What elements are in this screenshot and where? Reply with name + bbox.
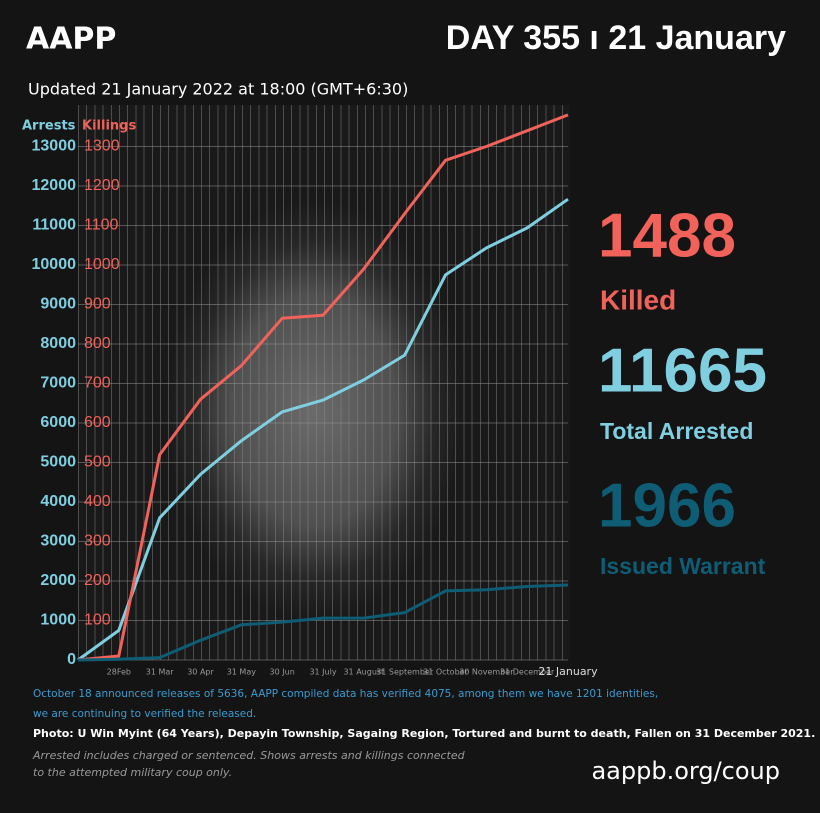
disclaimer: to the attempted military coup only. bbox=[33, 766, 232, 779]
y-tick-label: 12000 bbox=[32, 177, 77, 194]
x-tick-label: 21 January bbox=[538, 665, 598, 678]
x-tick-label: 30 Jun bbox=[270, 668, 295, 677]
x-tick-label: 31 September bbox=[376, 668, 434, 677]
line-series bbox=[77, 583, 569, 662]
y2-tick-label: 600 bbox=[84, 414, 111, 431]
y-tick-label: 13000 bbox=[32, 138, 77, 155]
note: we are continuing to verified the releas… bbox=[33, 708, 256, 720]
y-tick-label: 2000 bbox=[40, 572, 76, 589]
line-series bbox=[77, 197, 569, 662]
day-title: DAY 355 ı 21 January bbox=[446, 19, 786, 57]
y-tick-label: 6000 bbox=[40, 414, 76, 431]
x-tick-label: 31 May bbox=[227, 668, 257, 677]
y-tick-label: 4000 bbox=[40, 493, 76, 510]
y-tick-label: 11000 bbox=[32, 217, 76, 234]
x-tick-label: 31 Mar bbox=[146, 668, 175, 677]
y-tick-label: 1000 bbox=[40, 612, 76, 629]
x-tick-label: 30 November bbox=[459, 668, 514, 677]
y2-tick-label: 1300 bbox=[84, 138, 120, 155]
stat-value: 1966 bbox=[598, 471, 736, 540]
y-tick-label: 3000 bbox=[40, 533, 76, 550]
x-tick-label: 31 July bbox=[309, 668, 336, 677]
axis-title: Arrests bbox=[22, 119, 76, 134]
grid-pattern bbox=[78, 105, 570, 660]
stat-value: 11665 bbox=[598, 336, 767, 405]
x-tick-label: 30 Apr bbox=[187, 668, 214, 677]
y-tick-label: 0 bbox=[67, 651, 76, 668]
y2-tick-label: 400 bbox=[84, 493, 111, 510]
line-series bbox=[77, 113, 569, 662]
x-tick-label: 31 October bbox=[423, 668, 468, 677]
y2-tick-label: 300 bbox=[84, 533, 111, 550]
updated: Updated 21 January 2022 at 18:00 (GMT+6:… bbox=[28, 80, 408, 99]
x-tick-label: 28Feb bbox=[107, 668, 131, 677]
x-tick-label: 31 December bbox=[500, 668, 555, 677]
y2-tick-label: 1100 bbox=[84, 217, 119, 234]
y2-tick-label: 700 bbox=[84, 375, 111, 392]
y2-tick-label: 500 bbox=[84, 454, 111, 471]
y2-tick-label: 100 bbox=[84, 612, 111, 629]
axis-title: Killings bbox=[82, 119, 136, 134]
y2-tick-label: 800 bbox=[84, 335, 111, 352]
x-tick-label: 31 August bbox=[343, 668, 384, 677]
y-tick-label: 9000 bbox=[40, 296, 76, 313]
photo-caption: Photo: U Win Myint (64 Years), Depayin T… bbox=[33, 727, 815, 740]
disclaimer: Arrested includes charged or sentenced. … bbox=[32, 749, 466, 762]
url: aappb.org/coup bbox=[591, 757, 780, 785]
stat-label: Issued Warrant bbox=[600, 553, 766, 579]
y-tick-label: 10000 bbox=[32, 256, 77, 273]
stat-label: Killed bbox=[600, 284, 676, 315]
y2-tick-label: 1200 bbox=[84, 177, 120, 194]
y2-tick-label: 900 bbox=[84, 296, 111, 313]
y2-tick-label: 1000 bbox=[84, 256, 120, 273]
y-tick-label: 8000 bbox=[40, 335, 76, 352]
stat-value: 1488 bbox=[598, 201, 736, 270]
y-tick-label: 7000 bbox=[40, 375, 76, 392]
y2-tick-label: 200 bbox=[84, 572, 111, 589]
photo bbox=[78, 105, 570, 660]
brand: AAPP bbox=[26, 22, 116, 57]
note: October 18 announced releases of 5636, A… bbox=[33, 688, 658, 700]
stat-label: Total Arrested bbox=[600, 418, 753, 444]
y-tick-label: 5000 bbox=[40, 454, 76, 471]
